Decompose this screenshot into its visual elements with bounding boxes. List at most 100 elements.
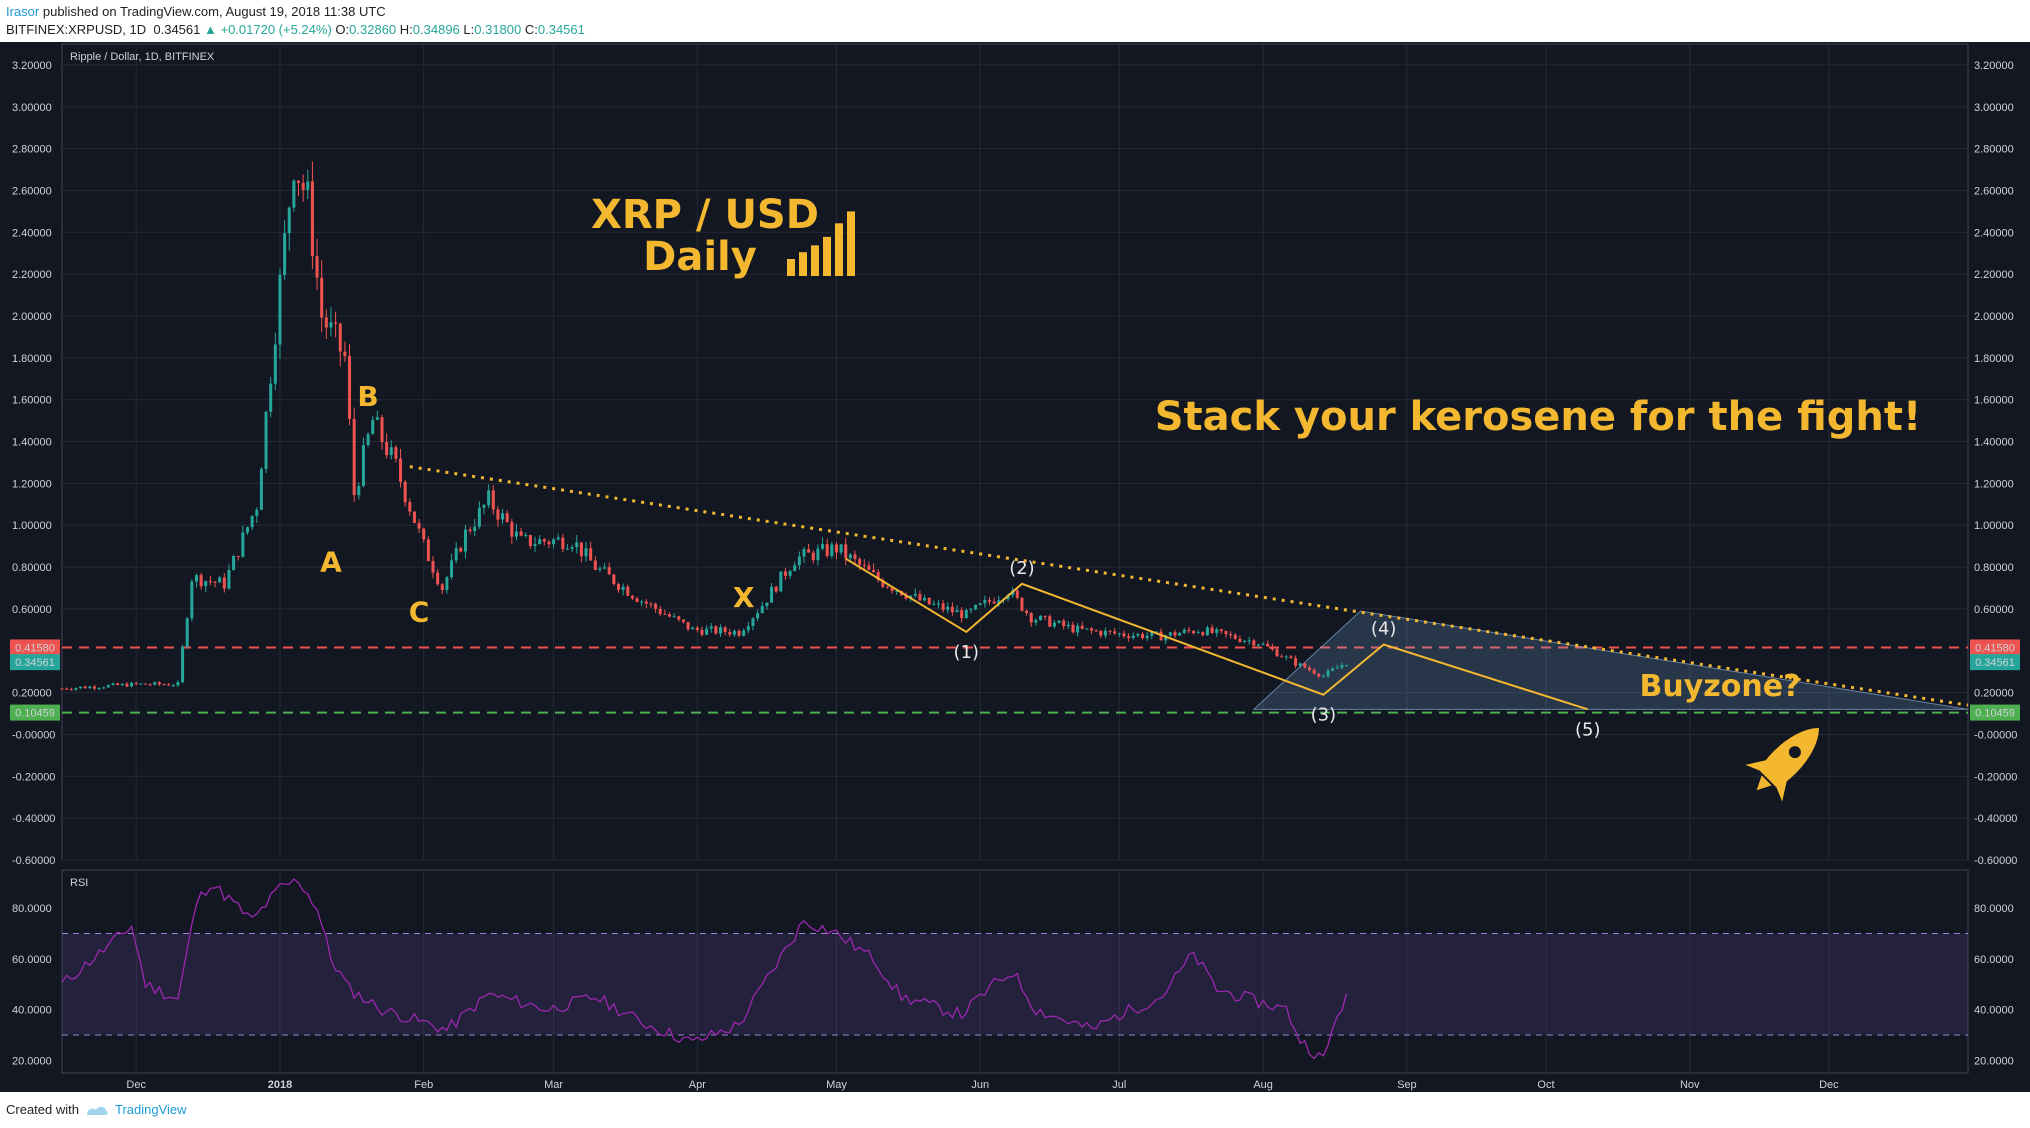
candle-body	[603, 567, 607, 569]
candle-body	[496, 509, 500, 520]
rocket-fin-right	[1776, 776, 1788, 802]
candle-body	[626, 586, 630, 596]
candle-body	[658, 608, 662, 614]
candle-body	[904, 595, 908, 599]
candle-body	[371, 419, 375, 435]
pattern-label-x: X	[733, 581, 755, 614]
candle-body	[964, 610, 968, 619]
candle-body	[538, 539, 542, 545]
candle-body	[60, 688, 64, 690]
price-tick-left: 0.60000	[12, 604, 52, 616]
candle-body	[190, 581, 194, 619]
candle-body	[978, 603, 982, 605]
candle-body	[92, 686, 96, 689]
price-tick-right: -0.20000	[1974, 771, 2017, 783]
symbol-label: BITFINEX:XRPUSD, 1D	[6, 22, 147, 37]
price-tick-right: 1.00000	[1974, 520, 2014, 532]
candle-body	[1205, 627, 1209, 636]
candle-body	[1294, 658, 1298, 666]
candle-body	[194, 575, 198, 582]
candle-body	[491, 490, 495, 510]
candle-body	[1326, 670, 1330, 676]
candle-body	[663, 613, 667, 615]
candle-body	[1094, 630, 1098, 632]
candle-body	[241, 532, 245, 557]
candle-body	[774, 586, 778, 592]
candle-body	[417, 522, 421, 529]
candle-body	[848, 554, 852, 559]
candle-body	[1266, 643, 1270, 647]
price-tick-right: 2.40000	[1974, 227, 2014, 239]
price-tick-left: 2.40000	[12, 227, 52, 239]
tradingview-link[interactable]: TradingView	[114, 1102, 187, 1117]
candle-body	[983, 599, 987, 604]
signal-bars-icon	[811, 245, 819, 276]
candle-body	[361, 444, 365, 486]
candle-body	[960, 610, 964, 619]
price-tick-left: 2.80000	[12, 144, 52, 156]
candle-body	[584, 548, 588, 557]
x-tick: Mar	[544, 1079, 563, 1091]
signal-bars-icon	[799, 252, 807, 276]
x-tick: Jul	[1112, 1079, 1126, 1091]
candle-body	[709, 626, 713, 629]
rsi-band-fill	[62, 933, 1968, 1035]
candle-body	[672, 616, 676, 618]
candle-body	[575, 542, 579, 548]
candle-body	[213, 581, 217, 583]
candle-body	[969, 609, 973, 611]
signal-bars-icon	[787, 259, 795, 276]
candle-body	[227, 570, 231, 589]
candle-body	[705, 628, 709, 635]
candle-body	[1289, 656, 1293, 659]
candle-body	[171, 685, 175, 687]
candle-body	[1178, 633, 1182, 636]
author-link[interactable]: Irasor	[6, 4, 40, 19]
candle-body	[1321, 675, 1325, 677]
ohlc-h-label: H:	[399, 22, 413, 37]
candle-body	[218, 577, 222, 583]
candle-body	[881, 580, 885, 587]
rsi-line	[61, 878, 1348, 1060]
price-tick-right: -0.40000	[1974, 813, 2017, 825]
price-tag-text-resistance-right: 0.41580	[1975, 642, 2015, 654]
candle-body	[1103, 630, 1107, 636]
candle-body	[946, 606, 950, 610]
candle-body	[204, 581, 208, 587]
price-tick-left: 1.00000	[12, 520, 52, 532]
candle-body	[616, 583, 621, 590]
candle-body	[250, 515, 254, 528]
candle-body	[1076, 625, 1080, 633]
candle-body	[1122, 633, 1126, 637]
candle-body	[181, 646, 185, 683]
candle-body	[923, 597, 927, 601]
candle-body	[65, 688, 69, 690]
published-text: published on TradingView.com, August 19,…	[42, 4, 386, 19]
candle-body	[88, 686, 92, 689]
candle-body	[640, 601, 644, 603]
candle-body	[1043, 615, 1047, 617]
candle-body	[751, 618, 755, 627]
candle-body	[301, 182, 305, 190]
price-tag-resistance-left	[10, 639, 60, 656]
price-tick-right: 0.20000	[1974, 688, 2014, 700]
candle-body	[927, 597, 931, 605]
candle-body	[654, 603, 658, 609]
candle-body	[454, 548, 458, 561]
candle-body	[1284, 656, 1288, 658]
candle-body	[770, 586, 774, 603]
candle-body	[695, 627, 699, 631]
price-tag-text-last-right: 0.34561	[1975, 657, 2015, 669]
chart-area[interactable]: 3.20000 3.20000 3.00000 3.00000 2.80000 2.800…	[0, 42, 2030, 1092]
candle-body	[858, 559, 862, 565]
price-tick-left: 1.60000	[12, 395, 52, 407]
price-tag-support-left	[10, 704, 60, 721]
candle-body	[649, 603, 653, 605]
price-tick-left: 0.20000	[12, 688, 52, 700]
candle-body	[1331, 668, 1335, 671]
candle-body	[1099, 631, 1103, 636]
candle-body	[273, 344, 277, 384]
candle-body	[589, 548, 593, 561]
candle-body	[450, 560, 454, 578]
candle-body	[1298, 663, 1302, 666]
